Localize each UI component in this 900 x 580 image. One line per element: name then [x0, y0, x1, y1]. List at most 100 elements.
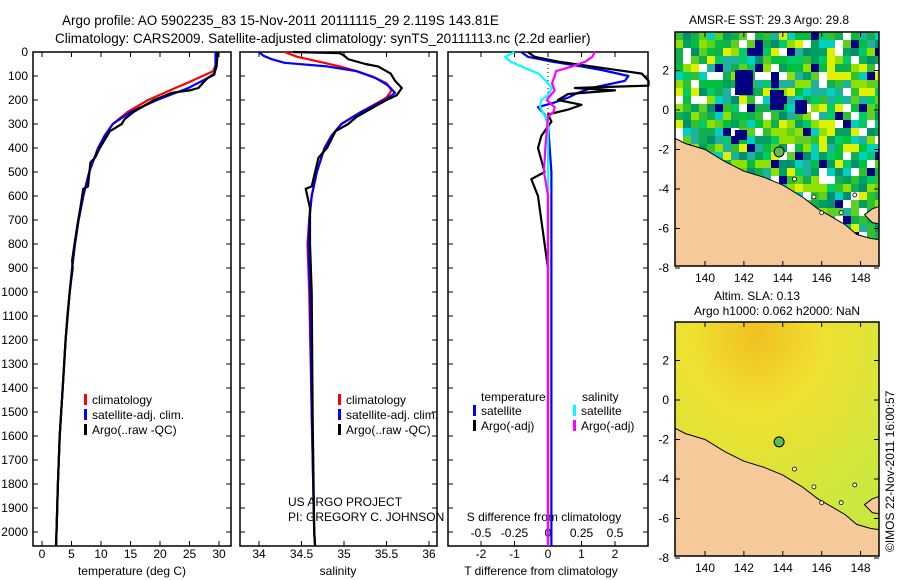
sst-cell	[675, 80, 683, 88]
sst-cell	[683, 112, 691, 120]
sst-cell	[859, 40, 867, 48]
sst-cell	[723, 128, 731, 136]
sst-cell	[859, 32, 867, 40]
annotation-pi: PI: GREGORY C. JOHNSON	[288, 510, 444, 524]
sst-cell	[747, 152, 755, 160]
sst-cell	[875, 112, 879, 120]
sst-cell	[811, 64, 819, 72]
sst-cell	[795, 184, 803, 192]
sst-cell	[867, 144, 875, 152]
sst-cell	[787, 184, 795, 192]
sst-cell	[827, 192, 835, 200]
sst-cell	[747, 48, 755, 56]
sst-cell	[699, 144, 707, 152]
sst-cell	[835, 200, 843, 208]
small-island	[819, 210, 825, 216]
sst-cell	[763, 88, 771, 96]
sst-cell	[699, 136, 707, 144]
sst-cell	[715, 64, 723, 72]
sst-cell	[795, 120, 803, 128]
sst-cell	[867, 88, 875, 96]
sst-cell	[867, 152, 875, 160]
sst-cell	[803, 80, 811, 88]
sst-cell	[843, 80, 851, 88]
sst-cell	[771, 128, 779, 136]
sst-cell	[715, 40, 723, 48]
sst-cell	[835, 112, 843, 120]
sst-cell	[715, 56, 723, 64]
sst-cell	[747, 40, 755, 48]
sst-cell	[747, 128, 755, 136]
sst-cell	[747, 104, 755, 112]
sst-cell	[675, 120, 683, 128]
sst-cell	[795, 72, 803, 80]
sst-cell	[827, 80, 835, 88]
sst-cell	[723, 56, 731, 64]
sst-cell	[867, 104, 875, 112]
sst-cell	[835, 176, 843, 184]
sst-cell	[843, 184, 851, 192]
sst-cell	[715, 152, 723, 160]
sst-cell	[763, 144, 771, 152]
sst-cell	[811, 184, 819, 192]
sst-cell	[859, 136, 867, 144]
sst-cell	[731, 120, 739, 128]
sst-cell	[819, 56, 827, 64]
sst-cell	[787, 48, 795, 56]
sst-cell	[875, 152, 879, 160]
sst-cell	[683, 128, 691, 136]
sst-cell	[707, 32, 715, 40]
sst-cell	[795, 136, 803, 144]
s-tick-label: -0.25	[501, 526, 529, 540]
sst-cell	[699, 48, 707, 56]
sst-cell	[779, 112, 787, 120]
sst-cell	[811, 48, 819, 56]
sst-cell	[707, 64, 715, 72]
sst-cell	[747, 120, 755, 128]
small-island	[792, 466, 797, 472]
legend-label: climatology	[346, 393, 406, 407]
sst-cell	[731, 40, 739, 48]
sst-cell	[699, 104, 707, 112]
sst-cell	[731, 96, 739, 104]
sst-cell	[819, 144, 827, 152]
sst-cell	[867, 128, 875, 136]
sst-cell	[811, 200, 819, 208]
sst-cell	[707, 80, 715, 88]
sst-cell	[723, 96, 731, 104]
sst-cell	[875, 184, 879, 192]
sst-cell	[771, 120, 779, 128]
sst-cell	[827, 48, 835, 56]
sst-cell	[755, 168, 763, 176]
sst-cell	[795, 160, 803, 168]
sst-cell	[779, 64, 787, 72]
sst-cell	[835, 184, 843, 192]
sst-cell	[683, 80, 691, 88]
sst-cell	[691, 40, 699, 48]
sst-cell	[691, 128, 699, 136]
lon-tick-label: 142	[734, 561, 754, 575]
sst-cell	[707, 40, 715, 48]
sst-cell	[827, 88, 835, 96]
sst-cell	[771, 168, 779, 176]
sst-cell	[723, 32, 731, 40]
sst-cell	[875, 56, 879, 64]
sst-cell	[875, 80, 879, 88]
sst-cell	[859, 216, 867, 224]
y-tick-label: 1300	[1, 357, 28, 371]
sst-cell	[859, 200, 867, 208]
sst-cell	[763, 40, 771, 48]
sst-cell	[771, 80, 779, 88]
sst-cell	[835, 32, 843, 40]
sst-cell	[851, 48, 859, 56]
legend-label: Argo(-adj)	[581, 419, 634, 433]
sst-cell	[771, 56, 779, 64]
diff-line-sal_argo	[542, 51, 596, 546]
sst-cell	[803, 88, 811, 96]
sst-cell	[739, 64, 747, 72]
sst-cell	[691, 64, 699, 72]
sst-cell	[755, 88, 763, 96]
x-tick-label: 5	[68, 547, 75, 561]
sst-cell	[691, 88, 699, 96]
sst-cell	[723, 40, 731, 48]
